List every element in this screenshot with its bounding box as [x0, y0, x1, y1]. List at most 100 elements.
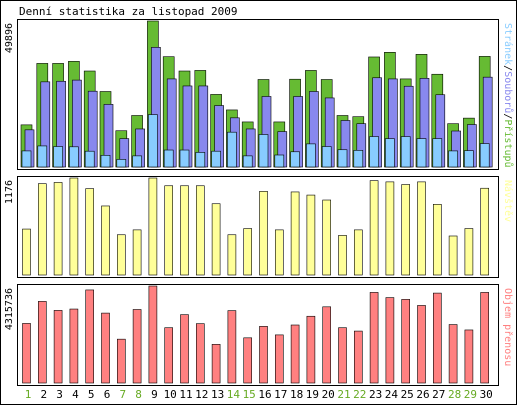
bar-návštěv-day-25 — [401, 184, 411, 276]
bar-návštěv-day-6 — [101, 205, 110, 276]
bar-objem-přenosu-day-24 — [385, 297, 395, 384]
legend-part-4: / — [502, 113, 513, 119]
x-tick-day-19: 19 — [306, 388, 319, 401]
bar-stránek-day-1 — [21, 150, 32, 168]
x-tick-day-24: 24 — [385, 388, 399, 401]
bar-objem-přenosu-day-28 — [448, 324, 458, 384]
bar-návštěv-day-29 — [464, 228, 474, 276]
bar-stránek-day-7 — [116, 159, 127, 168]
bar-stránek-day-29 — [464, 150, 474, 168]
bar-návštěv-day-4 — [69, 177, 79, 276]
legend-part-1: Objem přenosu — [502, 288, 514, 366]
legend-part-5: Přístupů — [502, 119, 514, 167]
bar-stránek-day-24 — [385, 138, 395, 168]
x-tick-day-27: 27 — [432, 388, 445, 401]
bar-stránek-day-18 — [290, 151, 300, 168]
bar-stránek-day-20 — [321, 146, 332, 168]
x-tick-day-14: 14 — [227, 388, 241, 401]
bar-návštěv-day-19 — [306, 194, 316, 276]
bar-objem-přenosu-day-7 — [117, 338, 126, 384]
x-tick-day-1: 1 — [25, 388, 32, 401]
x-tick-day-20: 20 — [322, 388, 335, 401]
x-tick-day-16: 16 — [258, 388, 271, 401]
bar-objem-přenosu-day-8 — [132, 309, 142, 384]
bar-návštěv-day-9 — [148, 177, 158, 276]
bar-objem-přenosu-day-22 — [353, 330, 363, 384]
x-tick-day-6: 6 — [104, 388, 111, 401]
bar-stránek-day-10 — [163, 149, 174, 168]
x-tick-day-30: 30 — [480, 388, 493, 401]
y-max-label: 1176 — [4, 180, 15, 204]
legend-part-2: / — [502, 65, 513, 71]
bar-návštěv-day-14 — [227, 234, 237, 276]
bar-stránek-day-3 — [53, 146, 63, 168]
bar-objem-přenosu-day-5 — [85, 289, 94, 384]
bar-návštěv-day-17 — [274, 229, 284, 276]
bar-návštěv-day-5 — [85, 188, 94, 276]
bar-objem-přenosu-day-18 — [290, 324, 300, 384]
bar-stránek-day-4 — [69, 146, 79, 168]
bar-návštěv-day-23 — [369, 180, 379, 276]
bar-objem-přenosu-day-11 — [180, 314, 189, 384]
bar-návštěv-day-3 — [53, 182, 63, 276]
bar-objem-přenosu-day-27 — [432, 292, 442, 384]
bar-stránek-day-13 — [211, 150, 221, 168]
bar-objem-přenosu-day-19 — [306, 315, 316, 384]
bar-stránek-day-16 — [258, 134, 269, 168]
bar-návštěv-day-1 — [22, 228, 31, 276]
bar-objem-přenosu-day-26 — [417, 305, 426, 384]
bar-návštěv-day-2 — [37, 183, 47, 276]
bar-návštěv-day-21 — [338, 235, 347, 276]
bar-objem-přenosu-day-2 — [37, 301, 47, 384]
y-max-label: 49896 — [4, 23, 15, 53]
bar-objem-přenosu-day-14 — [227, 310, 237, 384]
bar-stránek-day-28 — [448, 150, 458, 168]
bar-návštěv-day-12 — [196, 185, 205, 276]
bar-objem-přenosu-day-23 — [369, 292, 379, 384]
x-tick-day-23: 23 — [369, 388, 382, 401]
bar-stránek-day-27 — [432, 138, 443, 168]
x-tick-day-8: 8 — [135, 388, 142, 401]
series-legend: Stránek/Souborů/Přístupů — [502, 23, 514, 168]
panel-1: 49896 Stránek/Souborů/Přístupů — [4, 19, 514, 170]
bar-objem-přenosu-day-17 — [274, 334, 284, 384]
bar-stránek-day-14 — [227, 131, 237, 168]
bar-stránek-day-2 — [37, 145, 48, 168]
bar-objem-přenosu-day-25 — [401, 299, 411, 384]
x-tick-day-26: 26 — [416, 388, 429, 401]
bar-stránek-day-9 — [148, 114, 158, 168]
x-tick-day-22: 22 — [353, 388, 366, 401]
x-tick-day-10: 10 — [164, 388, 177, 401]
bar-návštěv-day-11 — [180, 185, 189, 276]
bar-stránek-day-21 — [337, 149, 348, 168]
bar-návštěv-day-15 — [243, 228, 252, 276]
bar-objem-přenosu-day-10 — [164, 327, 173, 384]
x-tick-day-18: 18 — [290, 388, 303, 401]
x-tick-day-29: 29 — [464, 388, 477, 401]
x-tick-day-9: 9 — [151, 388, 158, 401]
bar-stránek-day-17 — [274, 154, 285, 168]
x-tick-day-15: 15 — [243, 388, 256, 401]
bar-objem-přenosu-day-16 — [259, 326, 268, 384]
series-legend: Objem přenosu — [502, 288, 514, 366]
bar-objem-přenosu-day-15 — [243, 337, 252, 384]
legend-part-1: Stránek — [502, 23, 514, 65]
y-max-label: 4315736 — [4, 288, 15, 330]
bar-stránek-day-6 — [100, 155, 111, 168]
x-tick-day-3: 3 — [56, 388, 63, 401]
bar-objem-přenosu-day-29 — [464, 329, 474, 384]
bar-stránek-day-15 — [242, 155, 253, 168]
bar-stránek-day-30 — [479, 143, 490, 168]
chart-title: Denní statistika za listopad 2009 — [19, 5, 238, 18]
bar-návštěv-day-30 — [480, 187, 490, 276]
bar-stránek-day-25 — [400, 136, 411, 168]
bar-objem-přenosu-day-1 — [22, 323, 31, 384]
bar-stránek-day-23 — [369, 136, 379, 168]
x-tick-day-13: 13 — [211, 388, 224, 401]
bar-objem-přenosu-day-4 — [69, 308, 79, 384]
bar-návštěv-day-8 — [132, 229, 142, 276]
x-tick-day-28: 28 — [448, 388, 461, 401]
